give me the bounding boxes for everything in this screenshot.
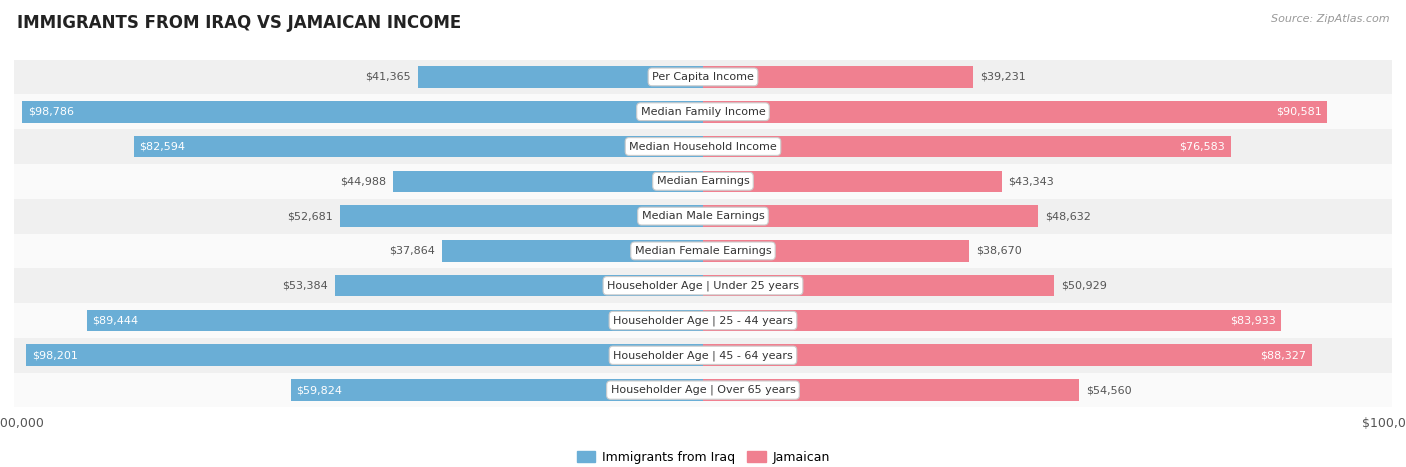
Text: Median Family Income: Median Family Income bbox=[641, 107, 765, 117]
Bar bbox=[441, 240, 703, 262]
Bar bbox=[27, 345, 703, 366]
Text: Median Male Earnings: Median Male Earnings bbox=[641, 211, 765, 221]
Text: $76,583: $76,583 bbox=[1180, 142, 1225, 151]
Bar bbox=[394, 170, 703, 192]
Text: Source: ZipAtlas.com: Source: ZipAtlas.com bbox=[1271, 14, 1389, 24]
Text: $88,327: $88,327 bbox=[1260, 350, 1306, 360]
Bar bbox=[14, 269, 1392, 303]
Text: $44,988: $44,988 bbox=[340, 177, 387, 186]
Bar bbox=[14, 373, 1392, 408]
Bar bbox=[703, 66, 973, 88]
Bar bbox=[14, 129, 1392, 164]
Bar bbox=[14, 94, 1392, 129]
Bar bbox=[291, 379, 703, 401]
Text: Median Household Income: Median Household Income bbox=[628, 142, 778, 151]
Text: $37,864: $37,864 bbox=[389, 246, 436, 256]
Bar bbox=[703, 379, 1078, 401]
Text: $52,681: $52,681 bbox=[287, 211, 333, 221]
Bar bbox=[14, 338, 1392, 373]
Text: $41,365: $41,365 bbox=[366, 72, 411, 82]
Bar bbox=[22, 101, 703, 122]
Legend: Immigrants from Iraq, Jamaican: Immigrants from Iraq, Jamaican bbox=[571, 446, 835, 467]
Bar bbox=[703, 170, 1001, 192]
Text: Householder Age | 25 - 44 years: Householder Age | 25 - 44 years bbox=[613, 315, 793, 326]
Text: $98,201: $98,201 bbox=[32, 350, 77, 360]
Bar bbox=[703, 101, 1327, 122]
Bar bbox=[703, 275, 1054, 297]
Bar bbox=[703, 136, 1230, 157]
Bar bbox=[703, 310, 1281, 331]
Text: Per Capita Income: Per Capita Income bbox=[652, 72, 754, 82]
Bar bbox=[340, 205, 703, 227]
Text: Median Female Earnings: Median Female Earnings bbox=[634, 246, 772, 256]
Text: $59,824: $59,824 bbox=[297, 385, 342, 395]
Text: $82,594: $82,594 bbox=[139, 142, 186, 151]
Bar bbox=[703, 240, 969, 262]
Text: $39,231: $39,231 bbox=[980, 72, 1026, 82]
Text: $90,581: $90,581 bbox=[1275, 107, 1322, 117]
Text: Householder Age | 45 - 64 years: Householder Age | 45 - 64 years bbox=[613, 350, 793, 361]
Text: $48,632: $48,632 bbox=[1045, 211, 1091, 221]
Bar bbox=[335, 275, 703, 297]
Bar bbox=[14, 198, 1392, 234]
Bar bbox=[14, 59, 1392, 94]
Bar bbox=[87, 310, 703, 331]
Text: $38,670: $38,670 bbox=[976, 246, 1022, 256]
Bar bbox=[14, 234, 1392, 269]
Text: $50,929: $50,929 bbox=[1060, 281, 1107, 290]
Bar bbox=[14, 164, 1392, 198]
Bar bbox=[134, 136, 703, 157]
Text: $53,384: $53,384 bbox=[283, 281, 329, 290]
Bar bbox=[703, 345, 1312, 366]
Text: IMMIGRANTS FROM IRAQ VS JAMAICAN INCOME: IMMIGRANTS FROM IRAQ VS JAMAICAN INCOME bbox=[17, 14, 461, 32]
Text: $83,933: $83,933 bbox=[1230, 316, 1275, 325]
Text: $43,343: $43,343 bbox=[1008, 177, 1054, 186]
Bar bbox=[14, 303, 1392, 338]
Text: $54,560: $54,560 bbox=[1085, 385, 1132, 395]
Bar bbox=[703, 205, 1038, 227]
Bar bbox=[418, 66, 703, 88]
Text: $89,444: $89,444 bbox=[93, 316, 138, 325]
Text: Householder Age | Over 65 years: Householder Age | Over 65 years bbox=[610, 385, 796, 396]
Text: Median Earnings: Median Earnings bbox=[657, 177, 749, 186]
Text: Householder Age | Under 25 years: Householder Age | Under 25 years bbox=[607, 281, 799, 291]
Text: $98,786: $98,786 bbox=[28, 107, 75, 117]
